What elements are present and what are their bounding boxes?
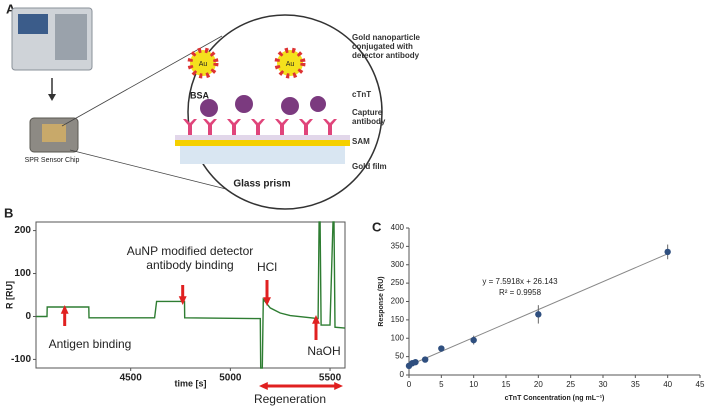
gold-np-label: conjugated with bbox=[352, 42, 413, 51]
y-tick-label: 100 bbox=[391, 333, 405, 342]
annotation-arrow-head bbox=[259, 382, 268, 390]
y-tick-label: 200 bbox=[14, 225, 31, 236]
x-tick-label: 25 bbox=[566, 380, 575, 389]
data-point bbox=[470, 336, 477, 344]
gold-layer bbox=[175, 140, 350, 146]
zoom-line bbox=[69, 149, 231, 191]
arrow-head bbox=[48, 94, 56, 101]
glass-label: Glass prism bbox=[233, 179, 290, 190]
x-tick-label: 35 bbox=[631, 380, 640, 389]
y-tick-label: 200 bbox=[391, 297, 405, 306]
y-tick-label: 250 bbox=[391, 278, 405, 287]
annotation-arrow-head bbox=[178, 296, 187, 305]
panel-label: A bbox=[6, 1, 16, 16]
annotation-arrow-head bbox=[60, 305, 69, 314]
annotation: antibody binding bbox=[146, 258, 233, 272]
y-tick-label: 50 bbox=[395, 352, 404, 361]
x-tick-label: 20 bbox=[534, 380, 543, 389]
panel-label: C bbox=[372, 219, 382, 234]
annotation-arrow-head bbox=[263, 297, 271, 306]
plot-frame bbox=[35, 221, 346, 369]
instrument-door bbox=[55, 14, 87, 60]
x-tick-label: 4500 bbox=[120, 373, 143, 384]
x-tick-label: 15 bbox=[502, 380, 511, 389]
y-tick-label: 400 bbox=[391, 223, 405, 232]
gold-film-label: Gold film bbox=[352, 162, 387, 171]
y-tick-label: -100 bbox=[11, 354, 31, 365]
annotation: NaOH bbox=[307, 344, 340, 358]
x-tick-label: 5000 bbox=[219, 373, 242, 384]
data-point bbox=[664, 248, 671, 256]
chip-gold bbox=[42, 124, 66, 142]
au-label: Au bbox=[199, 61, 208, 68]
x-tick-label: 5500 bbox=[319, 373, 342, 384]
instrument-screen bbox=[18, 14, 48, 34]
gold-nanoparticles bbox=[187, 47, 306, 79]
annotation: y = 7.5918x + 26.143 bbox=[482, 277, 558, 286]
y-tick-label: 350 bbox=[391, 241, 405, 250]
ctnt-molecules bbox=[200, 95, 326, 117]
zoom-line bbox=[61, 35, 223, 127]
annotation: Regeneration bbox=[254, 392, 326, 406]
glass-layer bbox=[180, 146, 345, 164]
annotation: HCl bbox=[257, 260, 277, 274]
y-tick-label: 0 bbox=[400, 370, 405, 379]
annotation: R² = 0.9958 bbox=[499, 288, 542, 297]
y-axis-label: R [RU] bbox=[4, 281, 14, 309]
y-tick-label: 0 bbox=[25, 311, 31, 322]
data-point bbox=[412, 358, 419, 366]
data-point bbox=[421, 356, 429, 363]
bsa-label: BSA bbox=[190, 90, 210, 100]
sam-label: SAM bbox=[352, 137, 370, 146]
x-tick-label: 10 bbox=[469, 380, 478, 389]
x-axis-label: cTnT Concentration (ng mL⁻¹) bbox=[505, 395, 605, 402]
x-tick-label: 45 bbox=[696, 380, 705, 389]
y-tick-label: 150 bbox=[391, 315, 405, 324]
ctnt-label: cTnT bbox=[352, 90, 371, 99]
chip-label: SPR Sensor Chip bbox=[25, 157, 80, 164]
y-tick-label: 300 bbox=[391, 260, 405, 269]
x-tick-label: 5 bbox=[439, 380, 444, 389]
annotation: Antigen binding bbox=[49, 337, 132, 351]
sam-layer bbox=[175, 135, 350, 140]
panel-label: B bbox=[4, 205, 13, 220]
capture-label: Capture bbox=[352, 108, 383, 117]
series-line bbox=[36, 221, 346, 369]
x-tick-label: 40 bbox=[663, 380, 672, 389]
data-point bbox=[535, 311, 542, 318]
y-tick-label: 100 bbox=[14, 268, 31, 279]
capture-antibodies bbox=[183, 119, 337, 135]
annotation: AuNP modified detector bbox=[127, 244, 254, 258]
gold-np-label: Gold nanoparticle bbox=[352, 33, 421, 42]
x-tick-label: 0 bbox=[407, 380, 412, 389]
data-point bbox=[438, 345, 445, 352]
au-label: Au bbox=[286, 61, 295, 68]
panel-a: A SPR Sensor Chip Au Au Gold nanoparticl bbox=[6, 1, 421, 210]
x-tick-label: 30 bbox=[599, 380, 608, 389]
annotation-arrow-head bbox=[312, 315, 320, 324]
gold-np-label: detector antibody bbox=[352, 51, 420, 60]
x-axis-label: time [s] bbox=[174, 378, 206, 388]
y-axis-label: Response (RU) bbox=[378, 276, 385, 326]
capture-label: antibody bbox=[352, 117, 386, 126]
